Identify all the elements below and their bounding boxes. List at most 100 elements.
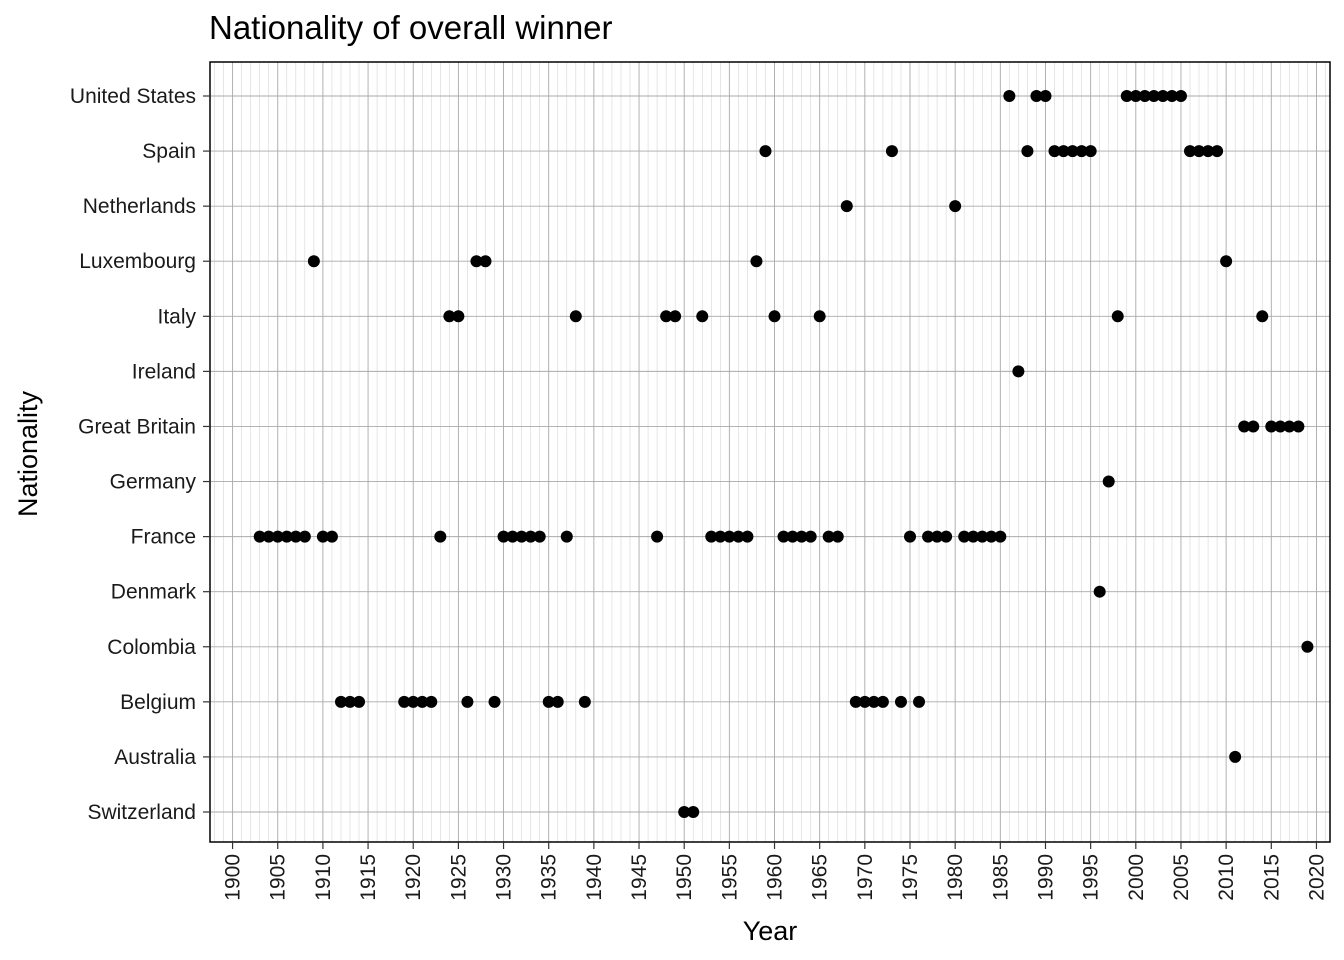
data-point	[994, 530, 1007, 543]
data-point	[488, 695, 501, 708]
data-point	[678, 806, 691, 818]
x-tick-label: 1985	[989, 854, 1012, 901]
data-point	[1193, 145, 1206, 158]
x-tick-label: 1995	[1080, 854, 1103, 901]
data-point	[1156, 90, 1169, 102]
data-point	[849, 695, 862, 708]
data-point	[1057, 145, 1070, 158]
y-tick-label: Italy	[157, 305, 196, 328]
y-tick-label: Switzerland	[87, 801, 196, 824]
data-point	[696, 310, 709, 323]
data-point	[660, 310, 673, 323]
data-point	[714, 530, 727, 543]
data-point	[443, 310, 456, 323]
data-point	[578, 695, 591, 708]
data-point	[1048, 145, 1061, 158]
x-tick-label: 1900	[222, 854, 245, 901]
data-point	[298, 530, 311, 543]
data-point	[922, 530, 935, 543]
data-point	[876, 695, 889, 708]
x-tick-label: 1990	[1034, 854, 1057, 901]
data-point	[416, 695, 429, 708]
data-point	[533, 530, 546, 543]
y-tick-label: Denmark	[111, 581, 197, 604]
data-point	[515, 530, 528, 543]
data-point	[1211, 145, 1224, 158]
data-point	[1184, 145, 1196, 158]
data-point	[1111, 310, 1124, 323]
y-tick-label: Luxembourg	[79, 250, 196, 273]
data-point	[958, 530, 971, 543]
data-point	[786, 530, 799, 543]
data-point	[976, 530, 989, 543]
data-point	[831, 530, 844, 543]
data-point	[506, 530, 519, 543]
data-point	[253, 530, 266, 543]
major-gridlines	[210, 62, 1330, 842]
data-point	[262, 530, 275, 543]
x-tick-label: 2000	[1125, 854, 1148, 901]
data-point	[1229, 750, 1242, 763]
data-point	[804, 530, 817, 543]
data-point	[795, 530, 808, 543]
x-tick-label: 2005	[1170, 854, 1193, 901]
data-point	[524, 530, 537, 543]
data-point	[1075, 145, 1088, 158]
x-tick-label: 1915	[357, 854, 380, 901]
data-point	[425, 695, 438, 708]
x-tick-label: 1960	[764, 854, 787, 901]
x-tick-label: 1955	[718, 854, 741, 901]
data-point	[1093, 585, 1106, 598]
data-point	[325, 530, 338, 543]
data-point	[1120, 90, 1133, 102]
data-point	[560, 530, 573, 543]
data-point	[542, 695, 555, 708]
data-point	[949, 200, 962, 213]
y-tick-label: France	[131, 526, 196, 549]
data-point	[1238, 420, 1251, 433]
data-point	[967, 530, 980, 543]
x-tick-label: 1925	[447, 854, 470, 901]
x-tick-label: 2020	[1305, 854, 1328, 901]
x-tick-label: 1920	[402, 854, 425, 901]
data-point	[569, 310, 582, 323]
data-point	[470, 255, 483, 268]
y-tick-label: Spain	[142, 140, 196, 163]
data-point	[822, 530, 835, 543]
x-tick-label: 1905	[267, 854, 290, 901]
data-point	[913, 695, 926, 708]
data-point	[1220, 255, 1233, 268]
x-axis-title: Year	[743, 916, 798, 946]
plot-panel	[209, 61, 1331, 843]
data-point	[1129, 90, 1142, 102]
data-point	[1039, 90, 1052, 102]
y-tick-label: Great Britain	[78, 415, 196, 438]
data-point	[316, 530, 329, 543]
y-tick-label: Australia	[114, 746, 196, 769]
x-tick-label: 1965	[809, 854, 832, 901]
data-point	[1030, 90, 1043, 102]
x-axis: 1900 1905 1910 1915 1920 1925 1930 1935 1940 1945…	[222, 842, 1328, 901]
data-point	[551, 695, 564, 708]
data-point	[750, 255, 763, 268]
data-point	[1003, 90, 1016, 102]
data-point	[1021, 145, 1034, 158]
data-point	[434, 530, 447, 543]
x-tick-label: 2010	[1215, 854, 1238, 901]
x-tick-label: 1940	[583, 854, 606, 901]
data-point	[479, 255, 492, 268]
data-point	[1066, 145, 1079, 158]
data-point	[1138, 90, 1151, 102]
data-point	[813, 310, 826, 323]
data-point	[1147, 90, 1160, 102]
y-axis-title: Nationality	[13, 390, 43, 517]
data-point	[289, 530, 302, 543]
y-tick-label: Netherlands	[83, 195, 196, 218]
data-point	[1202, 145, 1215, 158]
data-point	[497, 530, 510, 543]
x-tick-label: 1980	[944, 854, 967, 901]
y-tick-label: Colombia	[107, 636, 196, 659]
data-point	[1265, 420, 1278, 433]
data-point	[307, 255, 320, 268]
